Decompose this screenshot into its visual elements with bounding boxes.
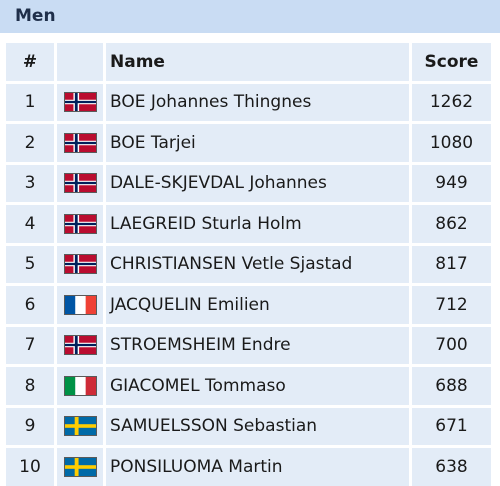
rank-cell: 3 [6, 164, 54, 202]
norway-flag-icon [63, 132, 97, 153]
athlete-name-link[interactable]: BOE Johannes Thingnes [106, 83, 409, 121]
score-cell: 671 [412, 407, 491, 445]
score-cell: 1080 [412, 124, 491, 162]
flag-cell [57, 205, 103, 243]
athlete-name-link[interactable]: PONSILUOMA Martin [106, 448, 409, 486]
score-cell: 1262 [412, 83, 491, 121]
athlete-name-link[interactable]: STROEMSHEIM Endre [106, 326, 409, 364]
rank-cell: 5 [6, 245, 54, 283]
flag-cell [57, 83, 103, 121]
score-cell: 949 [412, 164, 491, 202]
score-cell: 688 [412, 367, 491, 405]
section-header: Men [0, 0, 500, 33]
table-row: 4 LAEGREID Sturla Holm 862 [6, 205, 494, 243]
score-cell: 862 [412, 205, 491, 243]
flag-cell [57, 448, 103, 486]
athlete-name-link[interactable]: BOE Tarjei [106, 124, 409, 162]
flag-cell [57, 286, 103, 324]
norway-flag-icon [63, 173, 97, 194]
flag-cell [57, 124, 103, 162]
table-row: 5 CHRISTIANSEN Vetle Sjastad 817 [6, 245, 494, 283]
table-header-row: # Name Score [6, 43, 494, 81]
sweden-flag-icon [63, 456, 97, 477]
header-name: Name [106, 43, 409, 81]
section-title: Men [15, 6, 56, 26]
table-row: 7 STROEMSHEIM Endre 700 [6, 326, 494, 364]
table-row: 9 SAMUELSSON Sebastian 671 [6, 407, 494, 445]
athlete-name-link[interactable]: LAEGREID Sturla Holm [106, 205, 409, 243]
athlete-name-link[interactable]: JACQUELIN Emilien [106, 286, 409, 324]
score-cell: 700 [412, 326, 491, 364]
flag-cell [57, 326, 103, 364]
rank-cell: 9 [6, 407, 54, 445]
ranking-table: # Name Score 1 BOE Johannes Thingnes 1262 2… [6, 43, 494, 486]
norway-flag-icon [63, 92, 97, 113]
rank-cell: 8 [6, 367, 54, 405]
score-cell: 817 [412, 245, 491, 283]
flag-cell [57, 164, 103, 202]
table-row: 6 JACQUELIN Emilien 712 [6, 286, 494, 324]
athlete-name-link[interactable]: SAMUELSSON Sebastian [106, 407, 409, 445]
header-rank: # [6, 43, 54, 81]
italy-flag-icon [63, 375, 97, 396]
athlete-name-link[interactable]: GIACOMEL Tommaso [106, 367, 409, 405]
score-cell: 638 [412, 448, 491, 486]
rank-cell: 2 [6, 124, 54, 162]
table-row: 2 BOE Tarjei 1080 [6, 124, 494, 162]
rank-cell: 7 [6, 326, 54, 364]
flag-cell [57, 245, 103, 283]
score-cell: 712 [412, 286, 491, 324]
athlete-name-link[interactable]: CHRISTIANSEN Vetle Sjastad [106, 245, 409, 283]
table-row: 8 GIACOMEL Tommaso 688 [6, 367, 494, 405]
france-flag-icon [63, 294, 97, 315]
flag-cell [57, 367, 103, 405]
table-row: 1 BOE Johannes Thingnes 1262 [6, 83, 494, 121]
sweden-flag-icon [63, 416, 97, 437]
table-row: 3 DALE-SKJEVDAL Johannes 949 [6, 164, 494, 202]
header-score: Score [412, 43, 491, 81]
rank-cell: 1 [6, 83, 54, 121]
norway-flag-icon [63, 213, 97, 234]
norway-flag-icon [63, 254, 97, 275]
flag-cell [57, 407, 103, 445]
rank-cell: 6 [6, 286, 54, 324]
norway-flag-icon [63, 335, 97, 356]
athlete-name-link[interactable]: DALE-SKJEVDAL Johannes [106, 164, 409, 202]
rank-cell: 10 [6, 448, 54, 486]
table-row: 10 PONSILUOMA Martin 638 [6, 448, 494, 486]
rank-cell: 4 [6, 205, 54, 243]
header-flag [57, 43, 103, 81]
